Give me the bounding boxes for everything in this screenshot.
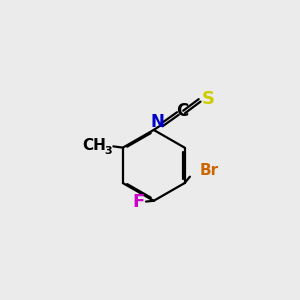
- Text: N: N: [151, 113, 165, 131]
- Text: F: F: [132, 193, 144, 211]
- Text: C: C: [176, 102, 189, 120]
- Text: CH: CH: [82, 138, 106, 153]
- Text: 3: 3: [104, 146, 112, 156]
- Text: S: S: [202, 90, 214, 108]
- Text: Br: Br: [200, 163, 219, 178]
